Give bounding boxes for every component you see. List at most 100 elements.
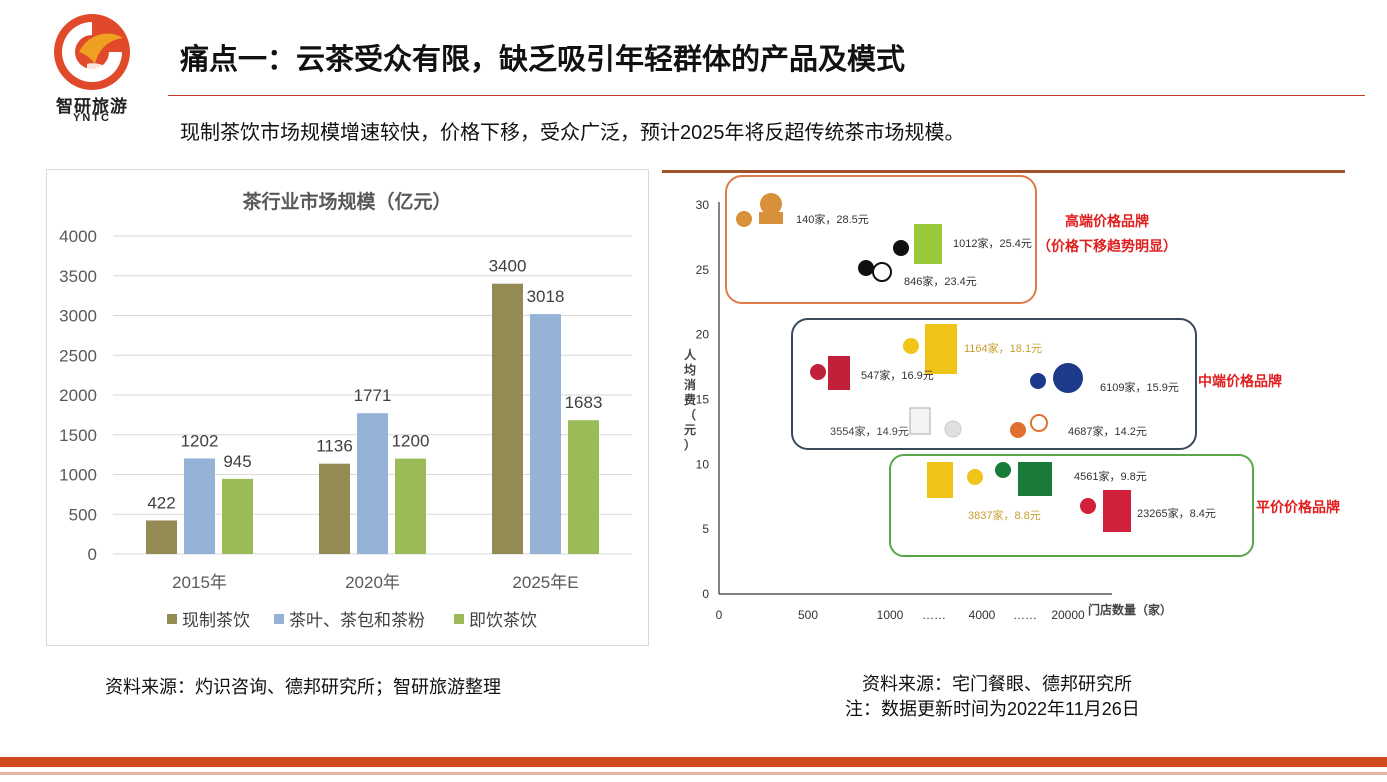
legend-label: 茶叶、茶包和茶粉: [289, 611, 425, 630]
red-brand-logo-icon: [828, 356, 850, 390]
scatter-y-tick: 20: [696, 328, 710, 342]
scatter-point-label: 547家，16.9元: [861, 368, 934, 382]
scatter-x-tick: 500: [798, 608, 818, 622]
x-category-label: 2020年: [345, 573, 400, 592]
bar-value-label: 1202: [181, 431, 219, 450]
scatter-point-label: 1164家，18.1元: [964, 341, 1042, 355]
scatter-point-label: 3554家，14.9元: [830, 424, 909, 438]
x-category-label: 2015年: [172, 573, 227, 592]
scatter-point-label: 6109家，15.9元: [1100, 380, 1179, 394]
brand-positioning-chart: 30 25 20 15 10 5 0 0 500 1000 …… 4000 …… 20000 门店数量（…: [684, 175, 1340, 622]
footer-rule: [0, 772, 1387, 775]
legend-label: 即饮茶饮: [469, 611, 537, 630]
x-category-label: 2025年E: [512, 573, 578, 592]
legend-swatch: [454, 614, 464, 624]
bar-value-label: 1771: [354, 386, 392, 405]
bar: [568, 420, 599, 554]
bar: [395, 458, 426, 554]
bar-value-label: 1200: [392, 432, 430, 451]
mid-group-box: [791, 318, 1197, 450]
scatter-ylabel: 人均消费（元）: [684, 347, 697, 452]
mid-group-label: 中端价格品牌: [1198, 373, 1282, 390]
right-panel-top-rule: [662, 170, 1345, 173]
bar-value-label: 3400: [489, 257, 527, 276]
y-tick-label: 0: [88, 545, 97, 564]
scatter-point: [810, 364, 826, 380]
scatter-point: [893, 240, 909, 256]
budget-group-label: 平价价格品牌: [1256, 499, 1340, 516]
bar-value-label: 945: [223, 452, 251, 471]
naixue-logo-icon: [914, 224, 942, 264]
y-tick-label: 3000: [59, 307, 97, 326]
scatter-x-tick: 0: [716, 608, 723, 622]
mixue-logo-icon: [1103, 490, 1131, 532]
coco-logo-icon: [1030, 414, 1048, 432]
legend-swatch: [274, 614, 284, 624]
lelecha-logo-icon: [760, 193, 782, 215]
scatter-xlabel: 门店数量（家）: [1088, 602, 1172, 617]
scatter-point-label: 4561家，9.8元: [1074, 469, 1147, 483]
scatter-point-label: 23265家，8.4元: [1137, 506, 1216, 520]
scatter-y-tick: 15: [696, 393, 710, 407]
y-tick-label: 2000: [59, 386, 97, 405]
scatter-point-label: 140家，28.5元: [796, 212, 869, 226]
logo-name-cn: 智研旅游: [56, 97, 128, 116]
bar-value-label: 1683: [565, 393, 603, 412]
legend-label: 现制茶饮: [182, 611, 250, 630]
scatter-point: [903, 338, 919, 354]
y-tick-label: 1000: [59, 466, 97, 485]
scatter-point: [995, 462, 1011, 478]
bar: [222, 478, 253, 554]
page-title: 痛点一：云茶受众有限，缺乏吸引年轻群体的产品及模式: [180, 44, 906, 76]
scatter-point: [1030, 373, 1046, 389]
y-tick-label: 1500: [59, 426, 97, 445]
scatter-x-tick: 20000: [1051, 608, 1085, 622]
right-source-note: 资料来源：宅门餐眼、德邦研究所: [862, 674, 1132, 694]
bar-value-label: 422: [147, 493, 175, 512]
bar: [492, 283, 523, 554]
y-tick-label: 4000: [59, 227, 97, 246]
footer-bar: [0, 757, 1387, 767]
scatter-point: [967, 469, 983, 485]
logo: 智研旅游 YNTC: [46, 12, 138, 124]
market-size-chart: 茶行业市场规模（亿元） 4000 3500 3000 2500 2000 1500 1000…: [46, 169, 649, 646]
chabaidao-logo-icon: [1053, 363, 1083, 393]
scatter-y-tick: 10: [696, 457, 710, 471]
y-tick-label: 2500: [59, 346, 97, 365]
scatter-point: [736, 211, 752, 227]
scatter-x-tick: ……: [1013, 608, 1037, 622]
scatter-y-tick: 0: [702, 587, 709, 601]
yihetang-logo-icon: [1018, 462, 1052, 496]
premium-group-sublabel: （价格下移趋势明显）: [1037, 238, 1177, 255]
scatter-point-label: 1012家，25.4元: [953, 236, 1032, 250]
bar-value-label: 1136: [316, 437, 353, 456]
scatter-y-tick: 5: [702, 522, 709, 536]
scatter-y-tick: 30: [696, 198, 710, 212]
scatter-point: [858, 260, 874, 276]
scatter-x-tick: 1000: [877, 608, 904, 622]
yidiandian-logo-icon: [909, 407, 931, 435]
scatter-point: [1010, 422, 1026, 438]
bar: [357, 413, 388, 554]
scatter-point: [944, 420, 962, 438]
tianlala-logo-icon: [927, 462, 953, 498]
budget-group-box: [889, 454, 1254, 557]
logo-mark-icon: [54, 14, 130, 90]
scatter-point-label: 4687家，14.2元: [1068, 424, 1147, 438]
heytea-logo-icon: [872, 262, 892, 282]
y-tick-label: 500: [69, 505, 97, 524]
bar-chart-svg: 茶行业市场规模（亿元） 4000 3500 3000 2500 2000 1500 1000…: [59, 190, 632, 630]
premium-group-box: [725, 175, 1037, 304]
sweet7-logo-icon: [925, 324, 957, 374]
logo-name-en: YNTC: [73, 112, 111, 124]
chart-title: 茶行业市场规模（亿元）: [242, 190, 451, 213]
scatter-x-tick: ……: [922, 608, 946, 622]
premium-group-label: 高端价格品牌: [1065, 213, 1149, 230]
legend-swatch: [167, 614, 177, 624]
lelecha-logo-body: [759, 212, 783, 224]
left-source-note: 资料来源：灼识咨询、德邦研究所；智研旅游整理: [105, 677, 501, 697]
right-update-note: 注：数据更新时间为2022年11月26日: [845, 699, 1140, 719]
title-divider: [168, 95, 1365, 96]
scatter-y-tick: 25: [696, 263, 710, 277]
bar: [146, 520, 177, 554]
